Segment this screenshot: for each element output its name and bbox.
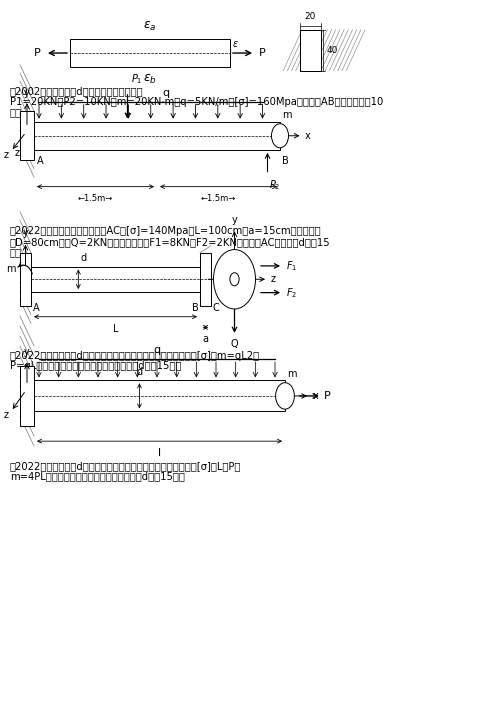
Text: P: P <box>259 48 266 58</box>
Text: B: B <box>282 156 289 165</box>
Bar <box>31 267 200 292</box>
Text: a: a <box>202 334 208 344</box>
Text: $F_2$: $F_2$ <box>286 286 296 300</box>
Text: y: y <box>24 347 30 357</box>
Text: d: d <box>136 367 142 377</box>
Text: $\varepsilon_a$: $\varepsilon_a$ <box>143 20 157 33</box>
Text: $F_1$: $F_1$ <box>286 259 296 273</box>
Text: A: A <box>33 303 40 312</box>
Text: $\varepsilon$: $\varepsilon$ <box>232 39 239 49</box>
Bar <box>70 39 230 67</box>
Text: d: d <box>81 253 87 263</box>
Circle shape <box>276 382 294 409</box>
Circle shape <box>214 250 256 309</box>
Bar <box>20 366 34 426</box>
Text: （2022）二、直径为d的锂制圆轴受力如下图，材料的许用应力为[σ]，m=qL2，: （2022）二、直径为d的锂制圆轴受力如下图，材料的许用应力为[σ]，m=qL2… <box>10 351 260 361</box>
Text: x: x <box>305 131 311 141</box>
Bar <box>34 122 280 150</box>
Text: z: z <box>4 150 9 160</box>
Text: P: P <box>324 391 331 401</box>
Text: P1=20KN，P2=10KN，m=20KN·m，q=5KN/m，[σ]=160Mpa，试设计AB轴的直径。（10: P1=20KN，P2=10KN，m=20KN·m，q=5KN/m，[σ]=160… <box>10 97 384 107</box>
Bar <box>34 380 285 411</box>
Text: $P_1$: $P_1$ <box>132 72 143 86</box>
Text: $\varepsilon_b$: $\varepsilon_b$ <box>143 73 157 86</box>
Text: ←1.5m→: ←1.5m→ <box>201 194 236 203</box>
Text: （2022）三、直径为d的锂制圆轴受力如下图，材料的许用应力为[σ]，L、P、: （2022）三、直径为d的锂制圆轴受力如下图，材料的许用应力为[σ]，L、P、 <box>10 461 241 471</box>
Text: P=qL，试用第三强度理论设计该圆周的直径d。（15分）: P=qL，试用第三强度理论设计该圆周的直径d。（15分） <box>10 361 182 371</box>
Text: z: z <box>4 410 9 420</box>
Bar <box>200 252 211 305</box>
Text: A: A <box>36 156 43 165</box>
Text: z: z <box>270 274 276 284</box>
Text: L: L <box>113 324 118 334</box>
Text: 分）: 分） <box>10 247 22 257</box>
Text: P: P <box>34 48 41 58</box>
Bar <box>20 252 31 305</box>
Text: ←1.5m→: ←1.5m→ <box>78 194 113 203</box>
Text: x: x <box>228 274 234 284</box>
Text: m=4PL，试用第三强度理论设计该轴的直径d。（15分）: m=4PL，试用第三强度理论设计该轴的直径d。（15分） <box>10 472 185 481</box>
Text: q: q <box>154 345 160 355</box>
Text: $P_2$: $P_2$ <box>269 178 280 192</box>
Text: l: l <box>158 448 161 458</box>
Bar <box>300 30 321 71</box>
Text: y: y <box>24 88 30 98</box>
Text: 径D=80cm，重Q=2KN，皮带水平拉力F1=8KN，F2=2KN，试设计AC轴的直径d。！15: 径D=80cm，重Q=2KN，皮带水平拉力F1=8KN，F2=2KN，试设计AC… <box>10 237 330 247</box>
Text: （2022）三、锂制实心圆截面轴AC，[σ]=140Mpa，L=100cm，a=15cm，皮带轮直: （2022）三、锂制实心圆截面轴AC，[σ]=140Mpa，L=100cm，a=… <box>10 226 322 236</box>
Text: x: x <box>312 391 318 401</box>
Text: C: C <box>212 303 220 312</box>
Text: m: m <box>288 369 297 379</box>
Text: B: B <box>192 303 199 312</box>
Bar <box>300 30 321 71</box>
Bar <box>20 111 34 160</box>
Text: 20: 20 <box>305 12 316 21</box>
Text: Q: Q <box>230 339 238 349</box>
Circle shape <box>230 273 239 286</box>
Circle shape <box>272 124 288 148</box>
Text: q: q <box>162 88 170 98</box>
Text: D: D <box>222 261 230 271</box>
Text: m: m <box>282 110 292 120</box>
Text: y: y <box>232 215 237 225</box>
Text: 40: 40 <box>327 46 338 54</box>
Text: y: y <box>22 228 28 238</box>
Text: z: z <box>15 148 20 158</box>
Text: m: m <box>6 264 16 274</box>
Text: （2002）五、直径为d的锂制圆轴受力如图。: （2002）五、直径为d的锂制圆轴受力如图。 <box>10 86 143 96</box>
Text: 分）: 分） <box>10 107 22 117</box>
